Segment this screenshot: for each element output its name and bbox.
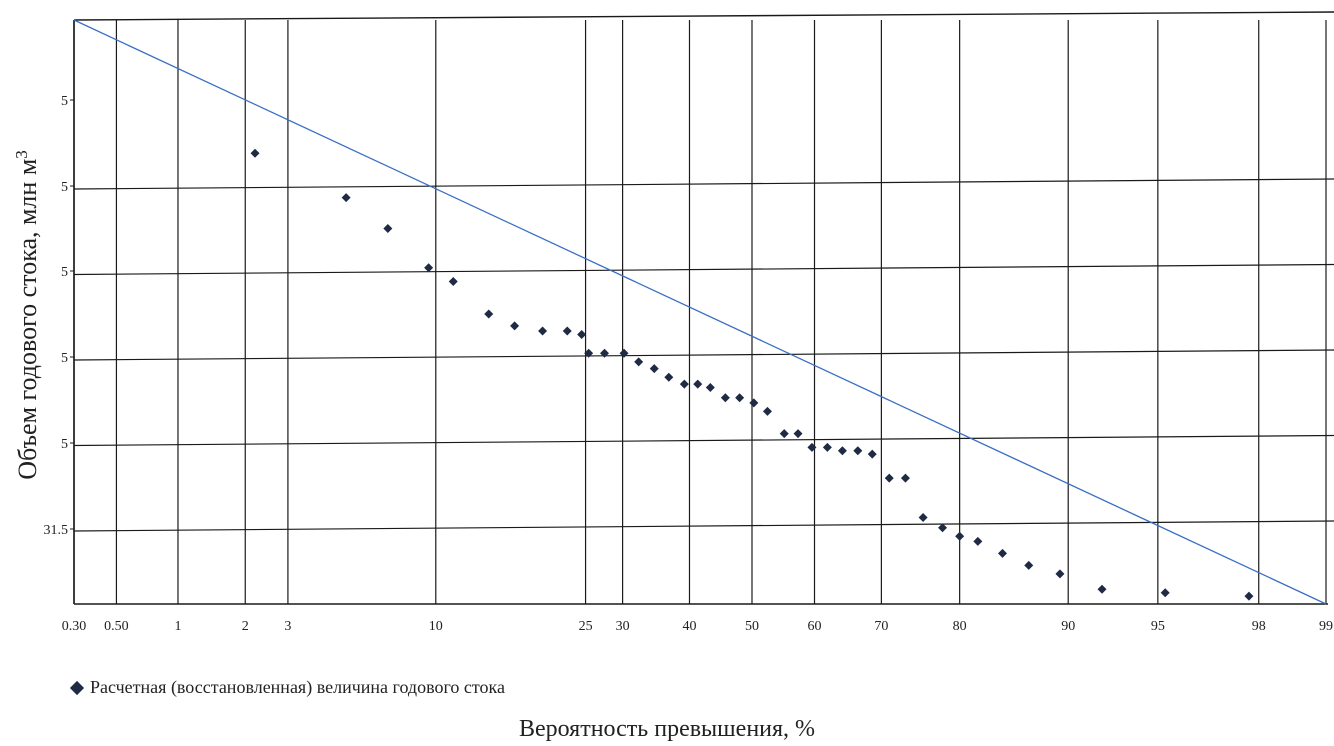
grid (73, 11, 1334, 605)
data-point (1024, 560, 1034, 570)
y-axis-label: Объем годового стока, млн м3 (12, 150, 43, 480)
data-point (938, 523, 948, 533)
x-tick-label: 0.30 (62, 619, 87, 634)
x-tick-label: 2 (242, 619, 249, 634)
data-points (250, 148, 1254, 601)
data-point (918, 512, 928, 522)
data-point (538, 326, 548, 336)
data-point (341, 193, 351, 203)
data-point (793, 429, 803, 439)
data-point (779, 429, 789, 439)
data-point (584, 348, 594, 358)
y-gridline (73, 434, 1334, 447)
data-point (424, 263, 434, 273)
y-axis-label-sup: 3 (12, 150, 31, 159)
x-tick-label: 25 (579, 619, 593, 634)
data-point (749, 398, 759, 408)
y-tick-label: 5 (61, 437, 68, 452)
data-point (634, 357, 644, 367)
x-tick-label: 70 (874, 619, 888, 634)
legend-label: Расчетная (восстановленная) величина год… (90, 677, 505, 697)
x-axis-label: Вероятность превышения, % (518, 716, 816, 742)
data-point (1244, 591, 1254, 601)
data-point (562, 326, 572, 336)
data-point (762, 406, 772, 416)
y-gridline (73, 349, 1334, 361)
data-point (448, 276, 458, 286)
data-point (250, 148, 260, 158)
data-point (649, 364, 659, 374)
x-tick-label: 98 (1252, 619, 1266, 634)
x-tick-labels: 0.30 0.50 1 2 3 10 25 30 40 50 60 70 80 90 95 98 99 (62, 619, 1333, 634)
data-point (807, 442, 817, 452)
data-point (997, 548, 1007, 558)
data-point (1160, 588, 1170, 598)
data-point (705, 382, 715, 392)
x-tick-label: 90 (1061, 619, 1075, 634)
y-gridline (73, 520, 1334, 532)
x-tick-label: 3 (284, 619, 291, 634)
x-tick-label: 1 (174, 619, 181, 634)
trend-line-layer (73, 19, 1327, 605)
data-point (383, 223, 393, 233)
data-point (955, 531, 965, 541)
data-point (900, 473, 910, 483)
data-point (884, 473, 894, 483)
x-tick-label: 0.50 (104, 619, 129, 634)
x-tick-label: 40 (682, 619, 696, 634)
y-tick-label: 5 (61, 94, 68, 109)
y-tick-label: 31.5 (44, 523, 69, 538)
x-tick-label: 95 (1151, 619, 1165, 634)
data-point (735, 393, 745, 403)
y-tick-label: 5 (61, 351, 68, 366)
data-point (867, 449, 877, 459)
x-tick-label: 50 (745, 619, 759, 634)
data-point (1055, 569, 1065, 579)
legend: Расчетная (восстановленная) величина год… (69, 677, 505, 698)
x-tick-label: 99 (1319, 619, 1333, 634)
data-point (619, 348, 629, 358)
data-point (600, 348, 610, 358)
y-gridline (73, 263, 1334, 276)
data-point (822, 442, 832, 452)
trend-line (73, 19, 1327, 605)
y-gridline (73, 178, 1334, 190)
data-point (693, 379, 703, 389)
data-point (510, 321, 520, 331)
data-point (664, 372, 674, 382)
x-tick-label: 30 (616, 619, 630, 634)
data-point (484, 309, 494, 319)
y-tick-label: 5 (61, 180, 68, 195)
x-tick-label: 80 (953, 619, 967, 634)
data-point (577, 329, 587, 339)
data-point (1097, 584, 1107, 594)
y-tick-labels: 5 5 5 5 5 31.5 (44, 94, 74, 538)
data-point (679, 379, 689, 389)
data-point (973, 536, 983, 546)
y-tick-label: 5 (61, 265, 68, 280)
frame-top (73, 11, 1334, 21)
data-point (720, 393, 730, 403)
x-tick-label: 60 (808, 619, 822, 634)
legend-diamond-icon (69, 680, 85, 695)
data-point (837, 446, 847, 456)
x-tick-label: 10 (429, 619, 443, 634)
data-point (853, 446, 863, 456)
